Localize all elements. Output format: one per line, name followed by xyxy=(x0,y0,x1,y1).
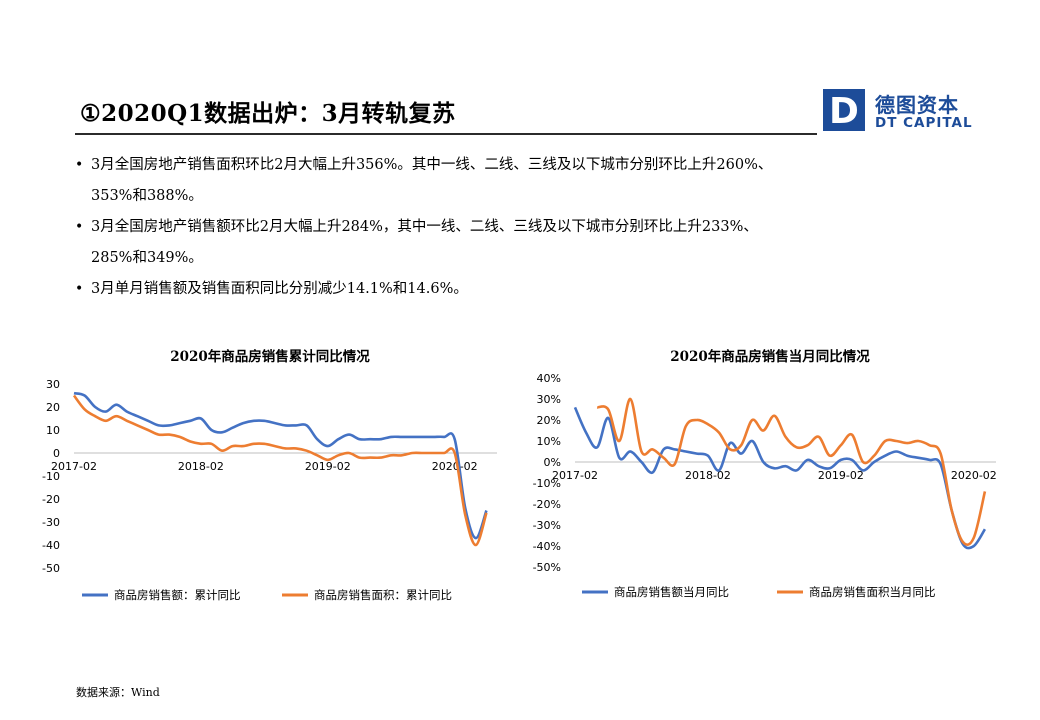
x-tick-label: 2017-02 xyxy=(51,460,97,473)
x-tick-label: 2017-02 xyxy=(552,469,598,482)
legend-label: 商品房销售面积：累计同比 xyxy=(314,588,452,602)
x-tick-label: 2018-02 xyxy=(685,469,731,482)
page-title: ①2020Q1数据出炉：3月转轨复苏 xyxy=(80,100,456,127)
bullet-item: • 3月全国房地产销售面积环比2月大幅上升356%。其中一线、二线、三线及以下城… xyxy=(75,150,975,181)
x-tick-label: 2020-02 xyxy=(951,469,997,482)
y-tick-label: -10 xyxy=(42,470,60,483)
legend-label: 商品房销售额当月同比 xyxy=(614,585,729,599)
chart-title: 2020年商品房销售累计同比情况 xyxy=(170,349,370,365)
x-tick-label: 2019-02 xyxy=(305,460,351,473)
bullet-text-continued: 285%和349%。 xyxy=(91,250,203,266)
y-tick-label: 20 xyxy=(46,401,60,414)
y-tick-label: 30% xyxy=(537,393,561,406)
legend-label: 商品房销售面积当月同比 xyxy=(809,585,936,599)
title-underline xyxy=(75,133,817,135)
series-line-2 xyxy=(72,394,488,547)
y-tick-label: -20% xyxy=(533,498,561,511)
data-source-note: 数据来源：Wind xyxy=(76,686,160,699)
chart-title: 2020年商品房销售当月同比情况 xyxy=(670,349,870,365)
y-tick-label: -40 xyxy=(42,539,60,552)
svg-text:D: D xyxy=(829,91,859,131)
bullet-dot-icon: • xyxy=(75,219,84,235)
x-tick-label: 2019-02 xyxy=(818,469,864,482)
bullet-item: • 3月全国房地产销售额环比2月大幅上升284%，其中一线、二线、三线及以下城市… xyxy=(75,212,975,243)
bullet-text: 3月全国房地产销售额环比2月大幅上升284%，其中一线、二线、三线及以下城市分别… xyxy=(91,219,758,235)
bullet-text: 3月全国房地产销售面积环比2月大幅上升356%。其中一线、二线、三线及以下城市分… xyxy=(91,157,773,173)
legend-label: 商品房销售额：累计同比 xyxy=(114,588,241,602)
y-tick-label: 20% xyxy=(537,414,561,427)
y-tick-label: -30 xyxy=(42,516,60,529)
logo-chinese-text: 德图资本 xyxy=(875,93,959,117)
y-tick-label: 10 xyxy=(46,424,60,437)
cumulative-yoy-chart: 30 20 10 0 -10 -20 -30 -40 -50 2017-02 2018-02 2019… xyxy=(42,378,497,602)
dt-capital-logo: D 德图资本 DT CAPITAL xyxy=(823,89,983,133)
bullet-item: • 3月单月销售额及销售面积同比分别减少14.1%和14.6%。 xyxy=(75,274,975,305)
y-tick-label: -50 xyxy=(42,562,60,575)
y-tick-label: 40% xyxy=(537,372,561,385)
y-tick-label: -50% xyxy=(533,561,561,574)
bullet-list: • 3月全国房地产销售面积环比2月大幅上升356%。其中一线、二线、三线及以下城… xyxy=(75,150,975,305)
series-line-1 xyxy=(573,406,987,550)
y-tick-label: 10% xyxy=(537,435,561,448)
y-tick-label: -40% xyxy=(533,540,561,553)
series-line-1 xyxy=(73,391,488,540)
logo-english-text: DT CAPITAL xyxy=(875,115,973,131)
series-line-2 xyxy=(596,397,987,546)
x-tick-label: 2018-02 xyxy=(178,460,224,473)
y-tick-label: -30% xyxy=(533,519,561,532)
bullet-text-continued: 353%和388%。 xyxy=(91,188,203,204)
bullet-text: 3月单月销售额及销售面积同比分别减少14.1%和14.6%。 xyxy=(91,281,468,297)
x-tick-label: 2020-02 xyxy=(432,460,478,473)
monthly-yoy-chart: 40% 30% 20% 10% 0% -10% -20% -30% -40% -50% 2017-0… xyxy=(533,372,997,599)
y-tick-label: 30 xyxy=(46,378,60,391)
y-tick-label: 0% xyxy=(544,456,561,469)
y-tick-label: 0 xyxy=(53,447,60,460)
bullet-dot-icon: • xyxy=(75,157,84,173)
bullet-dot-icon: • xyxy=(75,281,84,297)
y-tick-label: -10% xyxy=(533,477,561,490)
logo-mark-icon: D xyxy=(823,89,865,131)
y-tick-label: -20 xyxy=(42,493,60,506)
